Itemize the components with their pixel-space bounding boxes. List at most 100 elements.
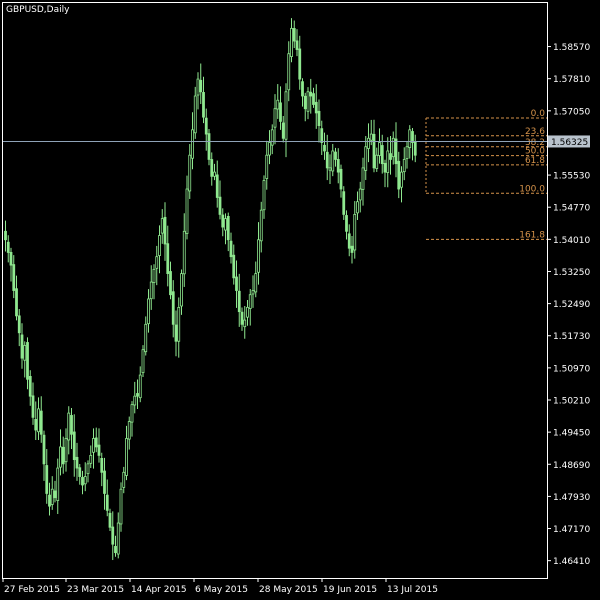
candle (215, 160, 219, 208)
candle (17, 309, 21, 347)
candle-body (334, 151, 337, 160)
candle (59, 429, 62, 476)
candle (125, 425, 128, 481)
candle-body (413, 141, 417, 156)
candle-body (166, 243, 170, 274)
fibonacci-retracement[interactable]: 0.0 23.638.250.061.8 100.0 161.8 (425, 109, 547, 240)
candle (56, 458, 60, 514)
price-tick-label: 1.54770 (553, 204, 590, 214)
candle (229, 232, 233, 264)
candle (15, 275, 18, 321)
candle-body (75, 456, 79, 469)
candle (301, 78, 304, 107)
candle (221, 208, 225, 237)
candle-body (259, 209, 263, 242)
candle (160, 209, 164, 244)
fib-level-label: 161.8 (519, 230, 545, 240)
candle-body (26, 342, 29, 380)
candle-body (180, 273, 183, 307)
time-tick-label: 14 Apr 2015 (131, 585, 187, 595)
candle-body (163, 216, 167, 245)
candle-body (37, 408, 40, 433)
candle (292, 20, 296, 49)
candle (100, 452, 104, 487)
candle (92, 428, 95, 469)
candle (218, 180, 222, 220)
candle (144, 316, 148, 356)
candle-body (103, 470, 106, 494)
candle-body (251, 290, 255, 295)
candle-body (160, 218, 164, 234)
candle (147, 289, 150, 333)
candle (402, 147, 406, 181)
candle-body (232, 254, 236, 279)
candle-body (158, 235, 161, 256)
candle-body (273, 108, 277, 128)
price-tick-label: 1.54010 (553, 236, 590, 246)
candle (356, 191, 359, 220)
candle-body (169, 271, 172, 296)
candle-body (100, 458, 104, 473)
candle-body (240, 311, 244, 325)
candle (358, 181, 362, 213)
candle (111, 511, 115, 561)
fib-level-label: 0.0 (531, 109, 546, 119)
candle-body (31, 395, 35, 418)
candle-body (56, 467, 60, 501)
candle (48, 482, 51, 516)
candle (61, 436, 65, 474)
candle (383, 159, 387, 188)
candle-body (149, 281, 153, 300)
candle-body (215, 174, 219, 198)
fib-level-label: 100.0 (519, 184, 545, 194)
candle-body (4, 230, 7, 241)
candle (122, 466, 126, 494)
candle (193, 86, 197, 139)
candle-body (394, 138, 398, 165)
candle-body (53, 490, 57, 499)
candle-body (372, 133, 376, 169)
time-tick-label: 6 May 2015 (195, 585, 248, 595)
candle (361, 157, 365, 206)
candle-body (28, 375, 32, 397)
candle-body (213, 171, 216, 177)
candle (9, 247, 13, 282)
price-tick-label: 1.47930 (553, 493, 590, 503)
candle-body (386, 150, 390, 173)
current-price-label: 1.56325 (551, 138, 588, 148)
candle-body (405, 146, 409, 160)
candle (89, 445, 93, 469)
candle (257, 222, 260, 285)
candle-body (125, 438, 128, 476)
candle-body (34, 419, 38, 431)
candle (240, 307, 244, 331)
candle-body (72, 431, 76, 461)
candle-body (312, 93, 315, 105)
candle-body (375, 154, 379, 169)
candle-body (207, 133, 211, 160)
candle (6, 235, 10, 263)
candle (232, 244, 236, 285)
candle (39, 396, 43, 443)
candle (163, 202, 167, 261)
candle (37, 397, 40, 440)
price-tick-label: 1.51730 (553, 332, 590, 342)
candle (400, 166, 403, 203)
price-tick-label: 1.58570 (553, 43, 590, 53)
candle (26, 337, 29, 390)
candle-body (196, 78, 200, 96)
candle-body (6, 241, 10, 253)
time-tick-label: 19 Jun 2015 (323, 585, 377, 595)
candle-body (141, 349, 145, 374)
candle (86, 460, 90, 483)
candle (158, 225, 161, 274)
candle (4, 220, 7, 252)
candle (207, 128, 211, 166)
candle (45, 449, 49, 504)
candle (350, 236, 354, 264)
candle-body (108, 512, 112, 528)
candle (394, 122, 398, 178)
time-tick-label: 13 Jul 2015 (387, 585, 438, 595)
